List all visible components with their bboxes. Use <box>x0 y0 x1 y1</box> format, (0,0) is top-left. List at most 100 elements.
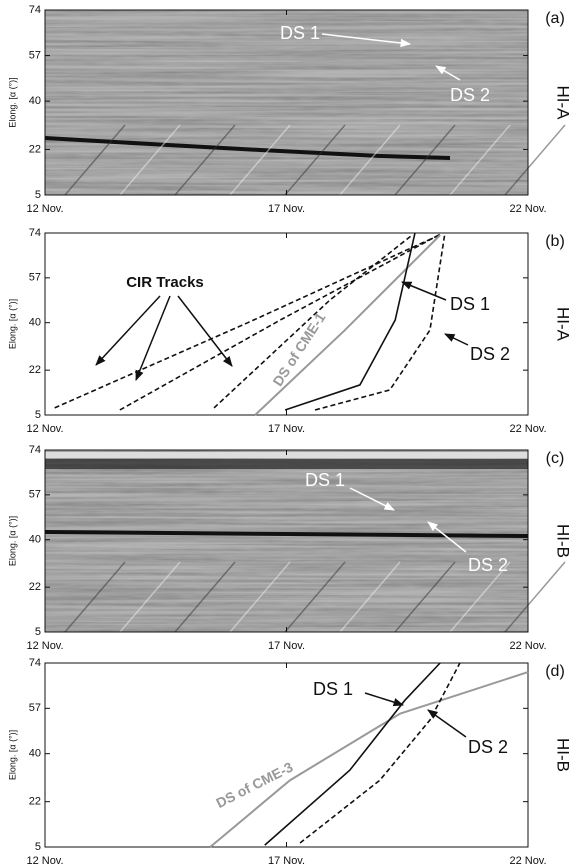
y-tick-label: 22 <box>29 364 41 376</box>
track-line <box>213 234 413 409</box>
annotation-arrow <box>349 487 395 511</box>
x-tick-label: 17 Nov. <box>268 855 305 865</box>
instrument-label: HI-B <box>554 524 573 558</box>
track-line <box>119 233 441 411</box>
panel: 5 22 40 57 74 12 Nov. 17 Nov. 22 Nov. Elong. [α … <box>7 227 572 435</box>
annotation-arrow <box>427 521 467 553</box>
track-line <box>264 662 441 846</box>
jmap-streaks <box>45 10 528 195</box>
annotation: DS 1 <box>305 470 345 490</box>
jmap-streak <box>229 561 291 633</box>
annotation: DS 1 <box>313 679 353 699</box>
x-tick-label: 22 Nov. <box>509 423 546 435</box>
track-line <box>299 662 461 844</box>
jmap-streak <box>284 124 346 196</box>
y-tick-label: 57 <box>29 272 41 284</box>
panel-label: (b) <box>545 233 565 250</box>
jmap-streak <box>64 561 126 633</box>
panel-label: (c) <box>546 450 565 467</box>
track-line <box>54 233 442 409</box>
instrument-label: HI-A <box>554 307 573 342</box>
y-tick-label: 22 <box>29 581 41 593</box>
x-tick-label: 17 Nov. <box>268 640 305 652</box>
x-tick-label: 22 Nov. <box>509 203 546 215</box>
y-tick-label: 57 <box>29 702 41 714</box>
track-line <box>209 671 529 848</box>
y-tick-label: 74 <box>29 227 41 239</box>
y-tick-label: 74 <box>29 4 41 16</box>
track-line <box>314 232 446 411</box>
x-tick-label: 12 Nov. <box>26 423 63 435</box>
y-tick-label: 5 <box>35 189 41 201</box>
annotation: DS 2 <box>468 737 508 757</box>
jmap-streak <box>504 124 566 196</box>
jmap-streak <box>119 124 181 196</box>
x-tick-label: 17 Nov. <box>268 423 305 435</box>
jmap-streaks <box>45 450 528 632</box>
track-line <box>284 232 416 411</box>
x-tick-label: 22 Nov. <box>509 855 546 865</box>
jmap-streak <box>394 561 456 633</box>
jmap-streak <box>119 561 181 633</box>
y-tick-label: 5 <box>35 409 41 421</box>
x-tick-label: 17 Nov. <box>268 203 305 215</box>
panel: 5 22 40 57 74 12 Nov. 17 Nov. 22 Nov. Elong. [α … <box>7 444 572 652</box>
annotation: DS 2 <box>450 85 490 105</box>
jmap-streak <box>64 124 126 196</box>
y-tick-label: 57 <box>29 489 41 501</box>
y-axis-label: Elong. [α (°)] <box>7 77 17 127</box>
y-axis-label: Elong. [α (°)] <box>7 516 17 566</box>
annotation-arrow <box>95 295 161 366</box>
annotation-arrow <box>177 295 233 367</box>
y-tick-label: 74 <box>29 444 41 456</box>
y-tick-label: 74 <box>29 657 41 669</box>
annotation-arrow <box>364 692 405 707</box>
annotation-arrow <box>401 281 447 301</box>
annotation-arrow <box>321 33 412 48</box>
x-tick-label: 12 Nov. <box>26 855 63 865</box>
panel: 5 22 40 57 74 12 Nov. 17 Nov. 22 Nov. Elong. [α … <box>7 4 572 215</box>
annotation: DS 2 <box>468 555 508 575</box>
annotation-arrow <box>135 295 171 381</box>
annotation: DS of CME-1 <box>269 310 328 389</box>
annotation-arrow <box>435 65 461 81</box>
annotation-arrow <box>427 709 467 738</box>
annotation: DS 2 <box>470 344 510 364</box>
x-tick-label: 22 Nov. <box>509 640 546 652</box>
instrument-label: HI-B <box>554 738 573 772</box>
annotation: CIR Tracks <box>126 274 204 291</box>
panel-label: (d) <box>545 663 565 680</box>
instrument-label: HI-A <box>554 86 573 121</box>
jmap-streak <box>339 561 401 633</box>
jmap-streak <box>339 124 401 196</box>
annotation: DS 1 <box>280 23 320 43</box>
y-tick-label: 5 <box>35 626 41 638</box>
jmap-streak <box>394 124 456 196</box>
jmap-dark-band <box>44 136 451 160</box>
x-tick-label: 12 Nov. <box>26 640 63 652</box>
plot-frame <box>44 662 529 848</box>
annotation: DS 1 <box>450 294 490 314</box>
jmap-streak <box>284 561 346 633</box>
jmap-top-band <box>45 459 528 469</box>
jmap-streak <box>229 124 291 196</box>
x-tick-label: 12 Nov. <box>26 203 63 215</box>
y-axis-label: Elong. [α (°)] <box>7 299 17 349</box>
plot-frame <box>44 232 529 416</box>
y-tick-label: 40 <box>29 748 41 760</box>
y-tick-label: 40 <box>29 317 41 329</box>
annotation-arrow <box>444 333 469 346</box>
panel: 5 22 40 57 74 12 Nov. 17 Nov. 22 Nov. Elong. [α … <box>7 657 572 865</box>
jmap-streak <box>504 561 566 633</box>
jmap-streak <box>174 561 236 633</box>
y-tick-label: 22 <box>29 143 41 155</box>
jmap-streak <box>449 124 511 196</box>
jmap-streak <box>449 561 511 633</box>
y-tick-label: 40 <box>29 95 41 107</box>
jmap-streak <box>174 124 236 196</box>
track-line <box>254 234 441 416</box>
y-axis-label: Elong. [α (°)] <box>7 730 17 780</box>
y-tick-label: 5 <box>35 841 41 853</box>
panel-label: (a) <box>545 10 565 27</box>
